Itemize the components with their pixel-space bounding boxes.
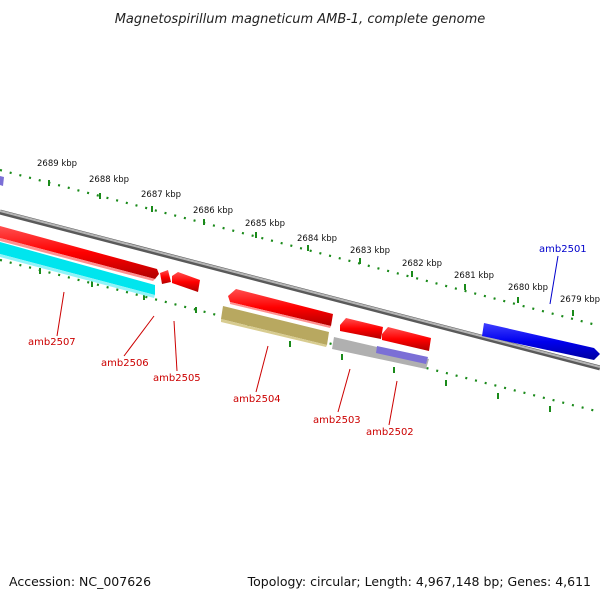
genome-summary-text: Topology: circular; Length: 4,967,148 bp… [247,574,591,589]
scale-label: 2679 kbp [560,295,600,305]
gene-amb2502-reverse[interactable] [376,346,428,364]
scale-label: 2689 kbp [37,159,77,169]
gene-label-amb2504[interactable]: amb2504 [233,394,281,405]
gene-amb2506[interactable] [160,270,171,284]
scale-label: 2686 kbp [193,206,233,216]
scale-label: 2687 kbp [141,190,181,200]
scale-label: 2688 kbp [89,175,129,185]
outer-tick-track [0,168,600,328]
gene-label-amb2507[interactable]: amb2507 [28,337,76,348]
scale-labels: 2689 kbp 2688 kbp 2687 kbp 2686 kbp 2685… [37,159,600,305]
gene-amb2501[interactable] [482,323,600,360]
gene-label-amb2505[interactable]: amb2505 [153,373,201,384]
gene-partial-left[interactable] [0,176,4,186]
gene-label-amb2506[interactable]: amb2506 [101,358,149,369]
gene-amb2504-forward[interactable] [228,289,333,328]
gene-label-amb2501[interactable]: amb2501 [539,244,587,255]
gene-amb2503-forward[interactable] [340,318,383,339]
gene-amb2507-reverse[interactable] [0,242,155,298]
gene-amb2505[interactable] [172,272,200,292]
scale-label: 2681 kbp [454,271,494,281]
gene-amb2507-forward[interactable] [0,226,159,281]
scale-label: 2682 kbp [402,259,442,269]
scale-label: 2684 kbp [297,234,337,244]
scale-label: 2680 kbp [508,283,548,293]
inner-major-ticks [39,268,551,412]
gene-amb2504-reverse[interactable] [221,306,329,347]
map-title: Magnetospirillum magneticum AMB-1, compl… [115,12,486,27]
gene-amb2502-forward[interactable] [382,327,431,351]
scale-label: 2683 kbp [350,246,390,256]
outer-major-ticks [48,180,574,316]
gene-label-amb2502[interactable]: amb2502 [366,427,414,438]
gene-label-amb2503[interactable]: amb2503 [313,415,361,426]
scale-label: 2685 kbp [245,219,285,229]
label-leaders [56,255,559,426]
accession-text: Accession: NC_007626 [9,574,151,589]
genome-backbone [0,209,600,371]
